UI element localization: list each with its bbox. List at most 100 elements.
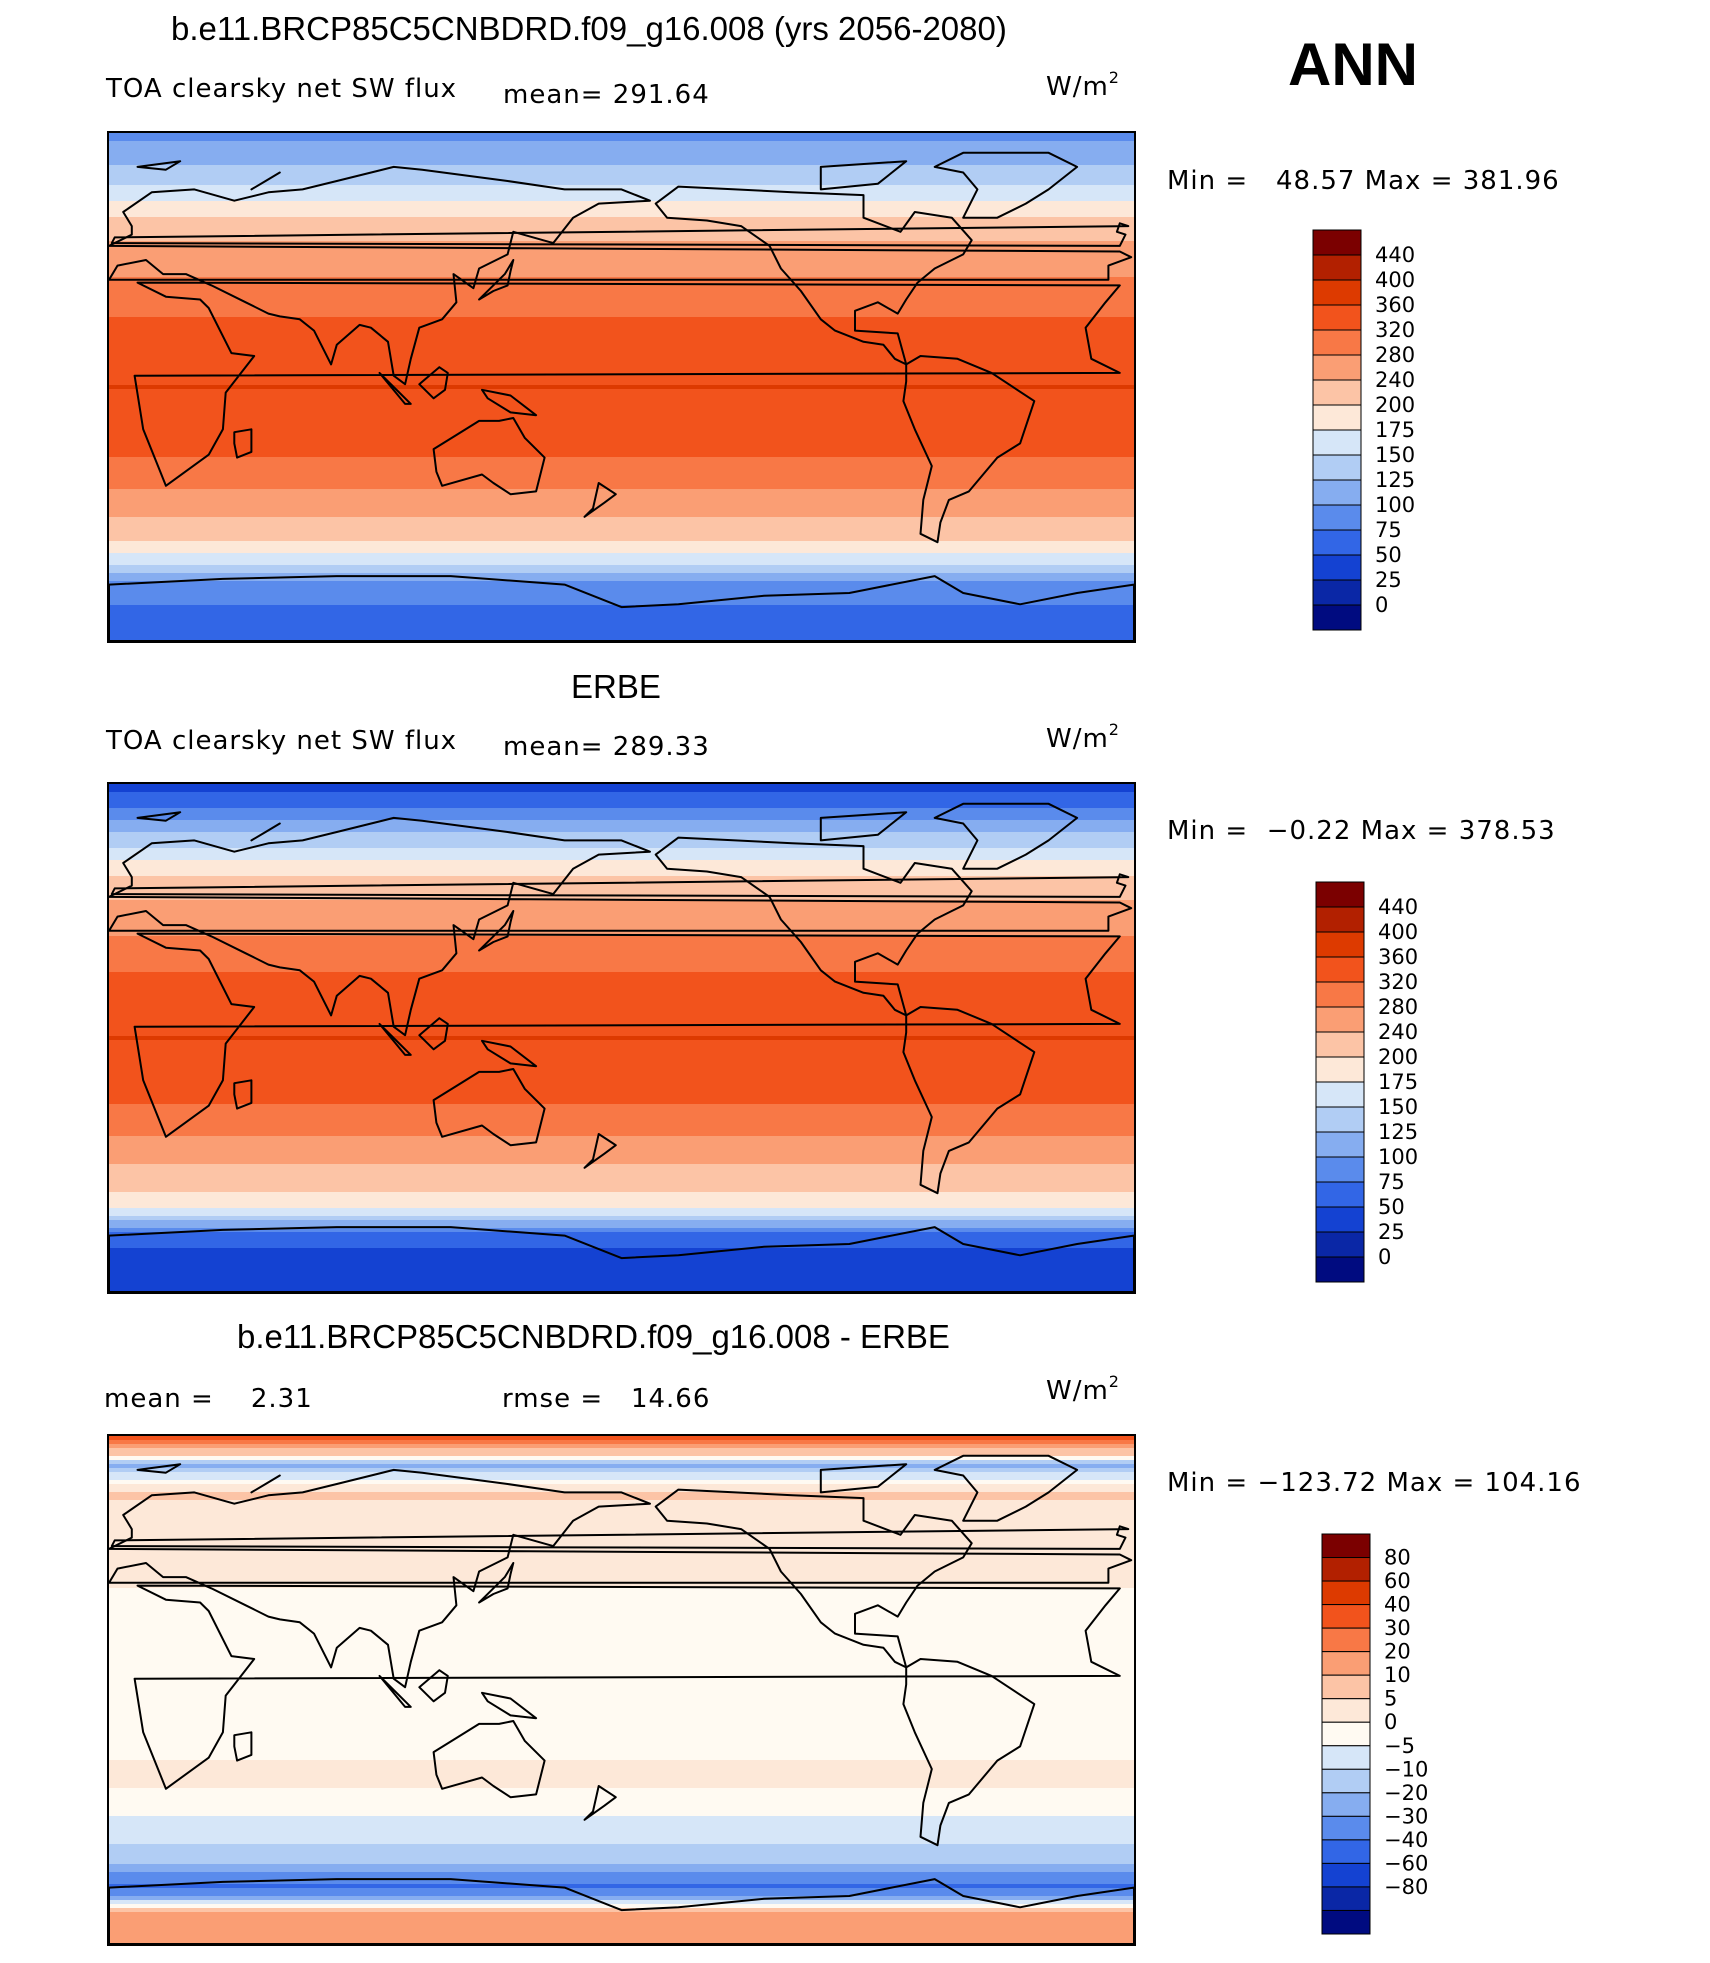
field-band (109, 585, 1134, 590)
field-band (109, 1552, 1134, 1557)
field-band (109, 1664, 1134, 1669)
colorbar-tick-label: −80 (1384, 1875, 1428, 1899)
colorbar-swatch (1312, 254, 1362, 281)
field-band (109, 1896, 1134, 1901)
colorbar-tick-label: 125 (1375, 468, 1415, 492)
field-band (109, 1828, 1134, 1833)
field-band (109, 1052, 1134, 1057)
field-band (109, 1456, 1134, 1461)
field-band (109, 473, 1134, 478)
field-band (109, 900, 1134, 905)
colorbar-tick-label: 175 (1378, 1070, 1418, 1094)
field-band (109, 345, 1134, 350)
colorbar-tick-label: −40 (1384, 1828, 1428, 1852)
panel-units-label: W/m2 (1046, 1372, 1120, 1406)
colorbar-tick-label: 150 (1378, 1095, 1418, 1119)
field-band (109, 153, 1134, 158)
field-band (109, 1756, 1134, 1761)
field-band (109, 1008, 1134, 1013)
colorbar-tick-label: −5 (1384, 1734, 1415, 1758)
colorbar-swatch (1321, 1557, 1371, 1582)
field-band (109, 1264, 1134, 1269)
field-band (109, 1232, 1134, 1237)
field-band (109, 1524, 1134, 1529)
field-band (109, 293, 1134, 298)
colorbar-tick-label: 200 (1378, 1045, 1418, 1069)
colorbar-tick-label: 200 (1375, 393, 1415, 417)
field-band (109, 796, 1134, 801)
field-band (109, 1436, 1134, 1441)
field-band (109, 1852, 1134, 1857)
field-band (109, 1100, 1134, 1105)
field-band (109, 820, 1134, 825)
field-band (109, 317, 1134, 322)
panel-title-erbe: ERBE (571, 668, 661, 705)
field-band (109, 1772, 1134, 1777)
field-band (109, 1248, 1134, 1253)
field-band (109, 1000, 1134, 1005)
colorbar-tick-label: −20 (1384, 1781, 1428, 1805)
field-band (109, 1512, 1134, 1517)
field-band (109, 1216, 1134, 1221)
field-band (109, 1092, 1134, 1097)
field-band (109, 1028, 1134, 1033)
coastline (481, 1691, 538, 1720)
field-band (109, 405, 1134, 410)
coastline (133, 932, 1121, 1138)
field-band (109, 1140, 1134, 1145)
field-band (109, 1924, 1134, 1929)
map-model-svg (109, 133, 1134, 641)
field-band (109, 984, 1134, 989)
colorbar-tick-label: 50 (1375, 543, 1402, 567)
field-band (109, 1700, 1134, 1705)
coastline (233, 1731, 253, 1762)
field-band (109, 1452, 1134, 1457)
field-band (109, 1288, 1134, 1292)
colorbar-tick-label: 440 (1378, 895, 1418, 919)
field-band (109, 1156, 1134, 1161)
field-band (109, 1688, 1134, 1693)
field-band (109, 1824, 1134, 1829)
field-band (109, 1260, 1134, 1265)
field-band (109, 621, 1134, 626)
colorbar-swatch (1312, 454, 1362, 481)
field-band (109, 561, 1134, 566)
field-band (109, 1068, 1134, 1073)
field-band (109, 1844, 1134, 1849)
field-band (109, 964, 1134, 969)
field-band (109, 824, 1134, 829)
field-band (109, 337, 1134, 342)
panel-rmse-value: rmse = 14.66 (502, 1384, 711, 1414)
coastline (478, 1562, 515, 1604)
field-band (109, 800, 1134, 805)
field-band (109, 1724, 1134, 1729)
coastline (819, 1463, 908, 1494)
field-band (109, 1136, 1134, 1141)
field-band (109, 972, 1134, 977)
coastline (933, 151, 1079, 219)
field-band (109, 1500, 1134, 1505)
field-band (109, 988, 1134, 993)
coastline (478, 910, 515, 952)
field-band (109, 1568, 1134, 1573)
coastline (432, 417, 546, 496)
field-band (109, 145, 1134, 150)
field-band (109, 257, 1134, 262)
field-band (109, 1660, 1134, 1665)
field-band (109, 1880, 1134, 1885)
colorbar-tick-label: 5 (1384, 1687, 1397, 1711)
field-band (109, 1720, 1134, 1725)
field-band (109, 1536, 1134, 1541)
panel-title-diff: b.e11.BRCP85C5CNBDRD.f09_g16.008 - ERBE (237, 1318, 950, 1355)
field-band (109, 832, 1134, 837)
colorbar-swatch (1315, 1231, 1365, 1258)
colorbar-swatch (1312, 229, 1362, 256)
colorbar-tick-label: 60 (1384, 1569, 1411, 1593)
field-band (109, 1236, 1134, 1241)
field-band (109, 1640, 1134, 1645)
coastline (109, 1226, 1134, 1292)
field-band (109, 301, 1134, 306)
colorbar-tick-label: 240 (1378, 1020, 1418, 1044)
field-band (109, 792, 1134, 797)
